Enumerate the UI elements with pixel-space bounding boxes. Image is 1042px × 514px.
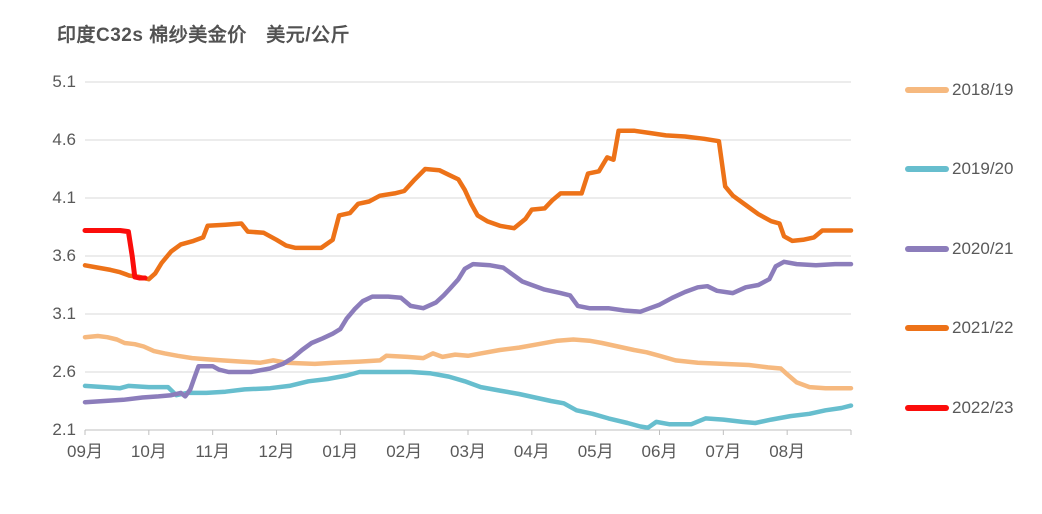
x-axis-tick-label: 07月 <box>705 442 742 461</box>
series-color-swatch <box>905 246 949 252</box>
legend-label: 2021/22 <box>952 318 1014 337</box>
legend-item-2019-20: 2019/20 <box>905 159 1013 179</box>
legend-label: 2020/21 <box>952 239 1014 258</box>
x-axis-tick-label: 08月 <box>769 442 806 461</box>
y-axis-tick-label: 3.6 <box>52 246 76 265</box>
x-axis-tick-label: 03月 <box>450 442 486 461</box>
series-color-swatch <box>905 405 949 411</box>
chart-title: 印度C32s 棉纱美金价 美元/公斤 <box>57 25 350 46</box>
x-axis-tick-label: 10月 <box>130 442 167 461</box>
legend-item-2022-23: 2022/23 <box>905 398 1013 418</box>
series-line-2020-21 <box>82 259 854 405</box>
y-axis-tick-label: 2.6 <box>52 362 76 381</box>
x-axis-tick-label: 12月 <box>258 442 295 461</box>
series-color-swatch <box>905 166 949 172</box>
y-axis-tick-label: 5.1 <box>52 72 76 91</box>
legend-label: 2019/20 <box>952 159 1014 178</box>
x-axis-tick-label: 11月 <box>195 442 230 461</box>
legend-item-2020-21: 2020/21 <box>905 239 1013 259</box>
x-axis-tick-label: 04月 <box>513 442 550 461</box>
x-axis-tick-label: 09月 <box>67 442 103 461</box>
series-line-2022-23 <box>82 228 148 281</box>
y-axis-tick-label: 4.6 <box>52 130 76 149</box>
series-line-2019-20 <box>82 369 854 430</box>
x-axis-tick-label: 06月 <box>641 442 678 461</box>
legend-item-2018-19: 2018/19 <box>905 80 1013 100</box>
legend-label: 2018/19 <box>952 80 1014 99</box>
legend-label: 2022/23 <box>952 398 1014 417</box>
x-axis-tick-label: 02月 <box>386 442 423 461</box>
series-color-swatch <box>905 87 949 93</box>
series-color-swatch <box>905 325 949 331</box>
legend-item-2021-22: 2021/22 <box>905 318 1013 338</box>
series-line-2018-19 <box>82 333 854 391</box>
series-line-2021-22 <box>82 128 854 282</box>
y-axis-tick-label: 2.1 <box>52 420 76 439</box>
x-axis-tick-label: 01月 <box>322 442 359 461</box>
legend: 2018/19 2019/20 2020/21 2021/22 2022/23 <box>905 0 1035 514</box>
y-axis-tick-label: 4.1 <box>52 188 76 207</box>
x-axis-tick-label: 05月 <box>577 442 614 461</box>
y-axis-tick-label: 3.1 <box>52 304 76 323</box>
